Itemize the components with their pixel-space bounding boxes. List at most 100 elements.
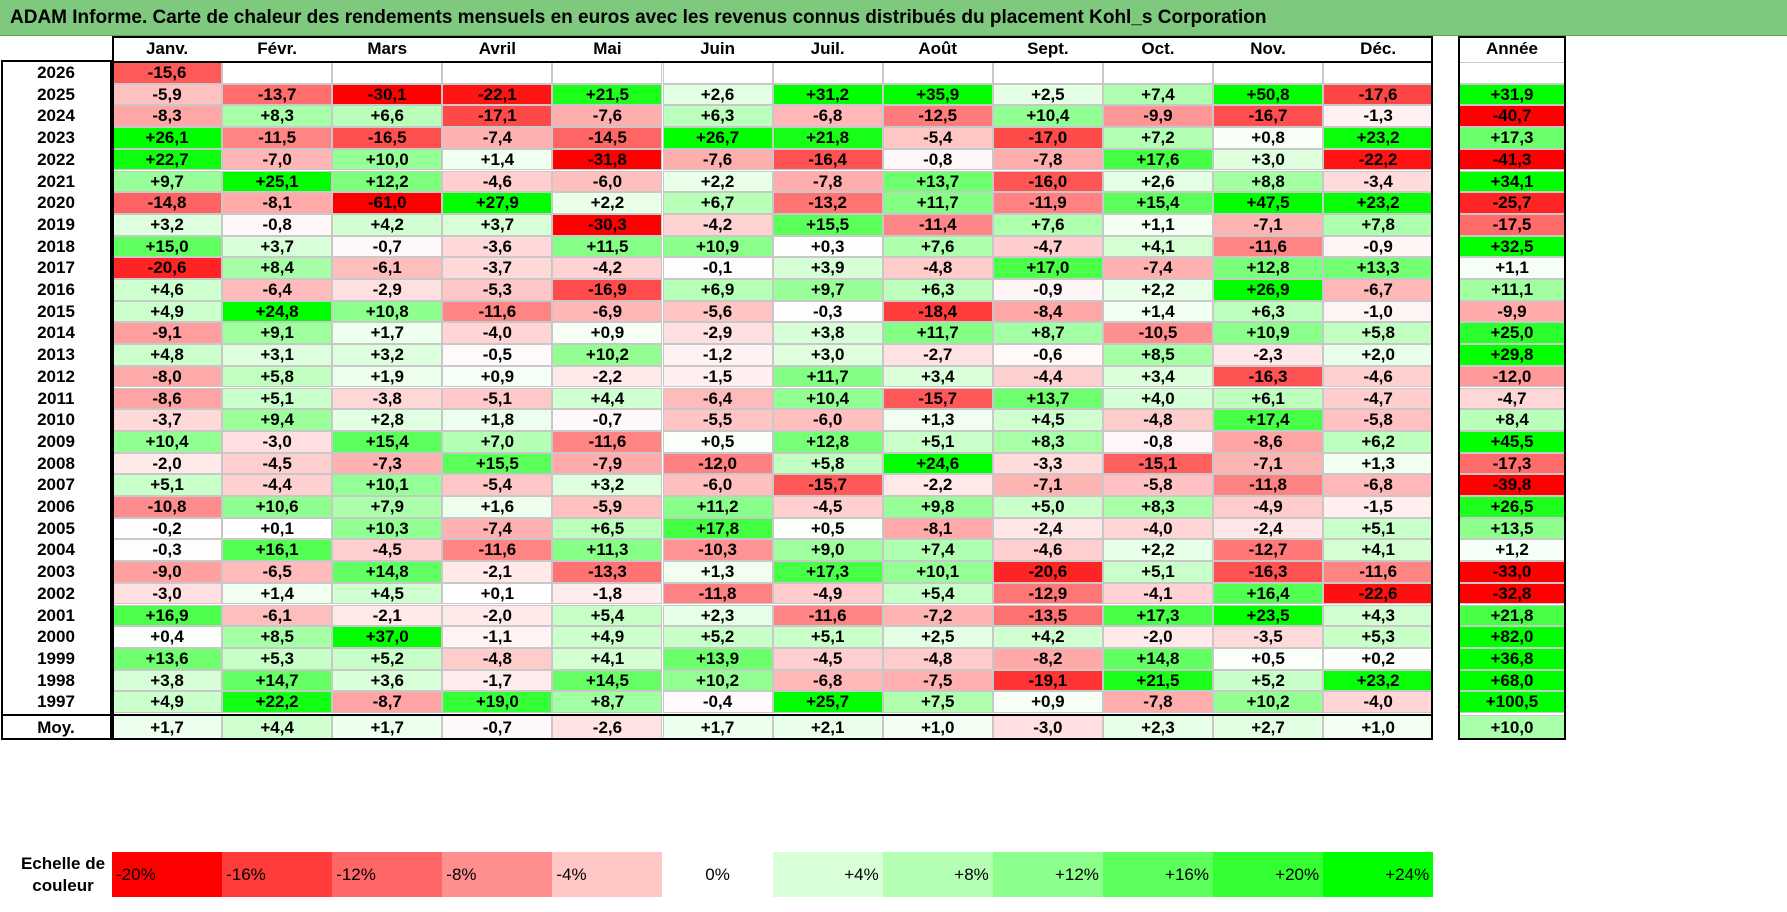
year-label: 2009 — [37, 431, 75, 451]
heatmap-cell: -3,0 — [112, 582, 223, 605]
heatmap-cell: +3,2 — [552, 474, 663, 496]
heatmap-cell: -7,5 — [882, 669, 993, 692]
heatmap-cell: -1,8 — [552, 582, 663, 605]
year-label: 1997 — [37, 692, 75, 712]
heatmap-cell: -17,6 — [1323, 83, 1434, 106]
year-label: 2022 — [37, 149, 75, 169]
heatmap-cell: +5,2 — [332, 647, 443, 670]
average-cell: +1,7 — [112, 715, 223, 740]
heatmap-cell: +8,3 — [992, 430, 1103, 453]
heatmap-cell: +26,1 — [112, 127, 223, 149]
average-cell: +2,7 — [1213, 715, 1324, 740]
heatmap-cell: -3,7 — [112, 409, 223, 431]
heatmap-cell: +10,9 — [662, 235, 773, 258]
heatmap-cell: +7,8 — [1323, 213, 1434, 236]
year-label: 2000 — [37, 627, 75, 647]
heatmap-cell: -6,8 — [1323, 474, 1434, 496]
heatmap-cell: -4,9 — [1213, 496, 1324, 518]
heatmap-cell: -7,9 — [552, 452, 663, 475]
year-label: 2012 — [37, 366, 75, 386]
heatmap-cell: +11,3 — [552, 539, 663, 562]
heatmap-cell: -7,3 — [332, 452, 443, 475]
heatmap-cell: -16,5 — [332, 127, 443, 149]
month-header: Déc. — [1360, 39, 1397, 58]
heatmap-cell: -4,0 — [1323, 691, 1434, 713]
annual-cell: +32,5 — [1458, 235, 1566, 258]
heatmap-cell: +3,8 — [112, 669, 223, 692]
heatmap-cell: -2,1 — [332, 604, 443, 627]
annual-cell: +68,0 — [1458, 669, 1566, 692]
heatmap-cell: +0,4 — [112, 626, 223, 648]
heatmap-cell: +7,5 — [882, 691, 993, 713]
heatmap-cell: +8,3 — [222, 105, 333, 128]
heatmap-cell — [1323, 62, 1434, 84]
average-cell: +1,7 — [662, 715, 773, 740]
heatmap-cell: +11,2 — [662, 496, 773, 518]
heatmap-cell: -20,6 — [112, 257, 223, 279]
heatmap-cell: +0,8 — [1213, 127, 1324, 149]
heatmap-cell: +16,1 — [222, 539, 333, 562]
heatmap-cell: -13,3 — [552, 561, 663, 583]
annual-cell: +34,1 — [1458, 170, 1566, 193]
heatmap-cell: +10,3 — [332, 517, 443, 540]
year-label: 2011 — [37, 388, 75, 408]
heatmap-cell: -1,2 — [662, 344, 773, 366]
heatmap-cell: -2,1 — [442, 561, 553, 583]
heatmap-cell: -15,7 — [772, 474, 883, 496]
heatmap-cell: -11,6 — [772, 604, 883, 627]
heatmap-cell: -2,0 — [442, 604, 553, 627]
heatmap-cell: -11,6 — [1323, 561, 1434, 583]
year-label: 2026 — [37, 63, 75, 82]
heatmap-cell: -30,3 — [552, 213, 663, 236]
annual-cell: +21,8 — [1458, 604, 1566, 627]
year-label: 2025 — [37, 84, 75, 104]
heatmap-cell: +17,3 — [1102, 604, 1213, 627]
heatmap-cell: +5,2 — [662, 626, 773, 648]
heatmap-cell — [992, 62, 1103, 84]
heatmap-cell: -18,4 — [882, 300, 993, 323]
heatmap-cell: -14,8 — [112, 192, 223, 214]
heatmap-cell: -6,0 — [552, 170, 663, 193]
heatmap-cell: -6,4 — [662, 387, 773, 410]
heatmap-cell: +5,8 — [772, 452, 883, 475]
heatmap-cell: +24,8 — [222, 300, 333, 323]
heatmap-cell: +25,7 — [772, 691, 883, 713]
heatmap-cell: -6,1 — [222, 604, 333, 627]
heatmap-cell: +21,5 — [1102, 669, 1213, 692]
heatmap-cell: -2,7 — [882, 344, 993, 366]
heatmap-cell — [662, 62, 773, 84]
heatmap-cell: +10,4 — [772, 387, 883, 410]
month-header: Juil. — [810, 39, 845, 58]
heatmap-cell: -8,6 — [112, 387, 223, 410]
heatmap-cell: -17,0 — [992, 127, 1103, 149]
heatmap-cell: -2,2 — [882, 474, 993, 496]
heatmap-cell: -15,1 — [1102, 452, 1213, 475]
color-scale-step: +20% — [1213, 852, 1324, 897]
year-label: 2017 — [37, 258, 75, 278]
heatmap-cell: -9,9 — [1102, 105, 1213, 128]
annual-cell: -17,5 — [1458, 213, 1566, 236]
heatmap-cell: -5,4 — [442, 474, 553, 496]
heatmap-cell: +23,5 — [1213, 604, 1324, 627]
heatmap-cell: +5,8 — [1323, 322, 1434, 345]
average-annual-cell: +10,0 — [1458, 715, 1566, 740]
annual-cell: -33,0 — [1458, 561, 1566, 583]
heatmap-cell: -11,6 — [442, 300, 553, 323]
heatmap-cell: +17,4 — [1213, 409, 1324, 431]
heatmap-cell: +0,1 — [222, 517, 333, 540]
heatmap-cell: +0,2 — [1323, 647, 1434, 670]
heatmap-cell: -0,8 — [222, 213, 333, 236]
heatmap-cell: +8,4 — [222, 257, 333, 279]
heatmap-cell: +2,8 — [332, 409, 443, 431]
heatmap-cell: -6,7 — [1323, 279, 1434, 301]
heatmap-cell: -3,8 — [332, 387, 443, 410]
heatmap-cell: -0,3 — [112, 539, 223, 562]
heatmap-cell: +24,6 — [882, 452, 993, 475]
heatmap-cell: +22,2 — [222, 691, 333, 713]
color-scale-step: 0% — [662, 852, 773, 897]
color-scale-step: -8% — [442, 852, 553, 897]
heatmap-cell — [442, 62, 553, 84]
average-cell: +4,4 — [222, 715, 333, 740]
heatmap-cell: +10,2 — [1213, 691, 1324, 713]
heatmap-cell: -3,5 — [1213, 626, 1324, 648]
